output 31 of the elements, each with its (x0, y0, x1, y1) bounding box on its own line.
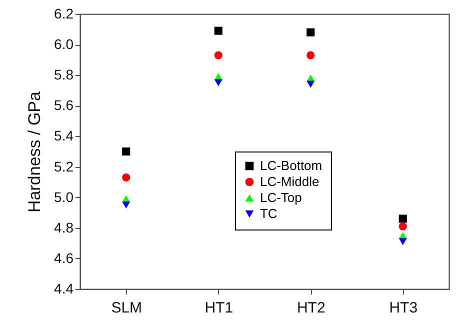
y-tick-label: 4.4 (54, 280, 74, 296)
point (306, 51, 315, 60)
point (122, 147, 130, 156)
y-tick-label: 5.8 (54, 66, 74, 83)
x-tick-label: HT3 (389, 300, 418, 316)
point (398, 214, 407, 223)
legend-label: LC-Middle (260, 174, 320, 189)
legend-label: LC-Bottom (260, 158, 322, 173)
point (214, 79, 222, 86)
point (398, 222, 407, 230)
point (306, 80, 315, 88)
point (214, 51, 222, 60)
y-tick-label: 6.2 (54, 6, 74, 22)
x-tick-label: HT2 (296, 300, 326, 316)
y-tick-label: 5.0 (54, 188, 74, 205)
y-tick-label: 6.0 (54, 36, 74, 52)
legend-label: LC-Top (260, 190, 302, 205)
legend-label: TC (260, 206, 278, 221)
y-axis-title: Hardness / GPa (25, 90, 44, 212)
y-tick-label: 4.6 (54, 250, 74, 266)
y-tick-label: 5.6 (54, 97, 74, 114)
point (398, 238, 407, 246)
point (214, 26, 222, 35)
y-tick-label: 5.4 (54, 128, 74, 144)
x-tick-label: SLM (111, 300, 142, 316)
y-tick-label: 5.2 (54, 158, 74, 174)
y-tick-label: 4.8 (54, 219, 74, 236)
point (122, 201, 130, 208)
x-tick-label: HT1 (204, 300, 234, 316)
point (306, 28, 315, 36)
point (122, 173, 130, 182)
